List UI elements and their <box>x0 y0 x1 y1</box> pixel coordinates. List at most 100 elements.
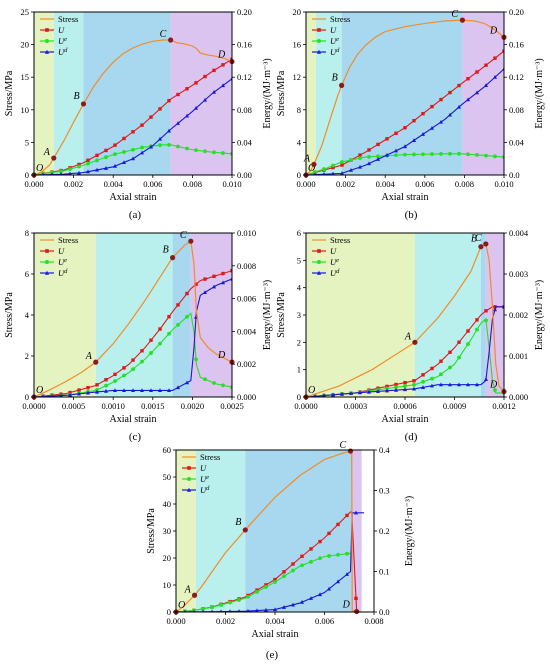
x-axis-label: Axial strain <box>382 192 429 203</box>
series-marker-ud <box>403 144 407 149</box>
series-marker-u <box>345 513 349 518</box>
y-left-axis-label: Stress/MPa <box>4 70 15 116</box>
y-right-tick-label: 0.0 <box>379 607 390 617</box>
series-marker-u <box>131 130 135 134</box>
series-marker-ue <box>448 151 452 156</box>
series-marker-ud <box>403 387 407 392</box>
key-point-label: C <box>339 440 346 451</box>
plot-frame <box>33 11 233 176</box>
x-tick-label: 0.0010 <box>102 401 125 411</box>
series-marker-ud <box>313 394 317 397</box>
series-marker-ue <box>300 563 304 568</box>
series-marker-u <box>264 583 268 587</box>
series-marker-ue <box>403 384 407 388</box>
series-marker-ud <box>394 387 398 392</box>
series-marker-ud <box>86 390 90 395</box>
key-point-c <box>459 17 466 23</box>
series-marker-ud <box>140 150 144 155</box>
series-marker-ue <box>448 365 452 370</box>
series-marker-ud <box>176 121 180 125</box>
x-tick-label: 0.0003 <box>344 401 367 411</box>
series-marker-ue <box>149 351 153 355</box>
series-marker-ue <box>439 372 443 377</box>
series-marker-u <box>466 77 470 81</box>
key-point-a <box>412 339 418 345</box>
series-marker-ue <box>264 585 268 589</box>
series-marker-ue <box>113 379 117 384</box>
key-point-label: B <box>471 234 477 245</box>
series-marker-u <box>113 372 117 377</box>
series-marker-u <box>194 81 198 85</box>
series-marker-ud <box>131 388 135 393</box>
series-marker-u <box>95 383 99 387</box>
chart-panel-5: OA B C D 0.000 0.002 0.004 0.006 0.008 0 10 20 30 40 5… <box>146 440 415 661</box>
series-marker-u <box>291 562 295 566</box>
series-marker-u <box>340 163 344 167</box>
series-marker-ue <box>331 163 335 168</box>
series-marker-ud <box>313 172 317 175</box>
y-right-axis-label: Energy/(MJ·m⁻³) <box>534 280 545 350</box>
legend-label: Stress <box>330 14 350 24</box>
series-marker-u <box>104 378 108 382</box>
series-marker-ud <box>349 167 353 172</box>
x-tick-label: 0.002 <box>336 179 355 189</box>
series-marker-u <box>149 338 153 342</box>
series-marker-ud <box>122 160 126 165</box>
series-marker-ue <box>322 167 326 171</box>
series-marker-ue <box>457 151 461 156</box>
y-left-tick-label: 0 <box>297 170 301 180</box>
series-marker-ud <box>210 609 214 612</box>
y-right-tick-label: 0.000 <box>509 392 528 402</box>
series-marker-ue <box>327 554 331 558</box>
y-left-tick-label: 6 <box>25 269 29 279</box>
x-tick-label: 0.008 <box>364 616 383 626</box>
y-right-tick-label: 0.001 <box>509 351 528 361</box>
series-marker-ud <box>376 389 380 393</box>
stress-line <box>306 243 504 397</box>
y-right-tick-label: 0.2 <box>379 526 390 536</box>
legend-label: Stress <box>200 452 220 462</box>
y-left-tick-label: 4 <box>297 283 302 293</box>
key-point-label: D <box>217 350 226 361</box>
y-right-tick-label: 0.003 <box>509 269 528 279</box>
series-marker-u <box>176 92 180 97</box>
y-right-tick-label: 0.002 <box>509 310 528 320</box>
series-marker-u <box>212 274 216 279</box>
key-point-c <box>168 37 174 43</box>
x-tick-label: 0.008 <box>183 179 202 189</box>
series-marker-ud <box>340 391 344 396</box>
series-marker-ud <box>282 605 286 609</box>
y-right-axis-label: Energy/(MJ·m⁻³) <box>262 280 273 350</box>
y-left-tick-label: 40 <box>163 499 172 509</box>
legend-label: Ue <box>330 257 339 267</box>
key-point-a <box>191 592 198 598</box>
series-marker-u <box>385 384 389 389</box>
x-tick-label: 0.010 <box>222 179 241 189</box>
key-point-label: A <box>404 331 412 342</box>
series-marker-ud <box>394 148 398 153</box>
series-marker-u <box>158 327 162 331</box>
x-tick-label: 0.006 <box>143 179 162 189</box>
series-marker-u <box>448 350 452 354</box>
series-marker-ue <box>475 153 479 157</box>
legend-label: Stress <box>58 14 78 24</box>
key-point-label: C <box>180 230 187 241</box>
legend-label: Ue <box>58 36 67 46</box>
series-marker-ud <box>340 171 344 175</box>
series-marker-u <box>221 271 225 276</box>
x-tick-label: 0.0000 <box>22 401 45 411</box>
series-marker-u <box>212 68 216 73</box>
series-line-u <box>34 270 232 397</box>
y-left-axis-label: Stress/MPa <box>4 292 15 338</box>
series-marker-u <box>331 165 335 170</box>
y-left-tick-label: 50 <box>163 472 172 482</box>
x-tick-label: 0.010 <box>494 179 513 189</box>
series-marker-u <box>122 136 126 141</box>
series-marker-ue <box>203 377 207 382</box>
phase-region <box>306 12 316 175</box>
y-left-tick-label: 16 <box>293 40 302 50</box>
series-marker-ue <box>439 151 443 156</box>
series-marker-u <box>475 318 479 322</box>
y-left-tick-label: 20 <box>293 7 302 17</box>
